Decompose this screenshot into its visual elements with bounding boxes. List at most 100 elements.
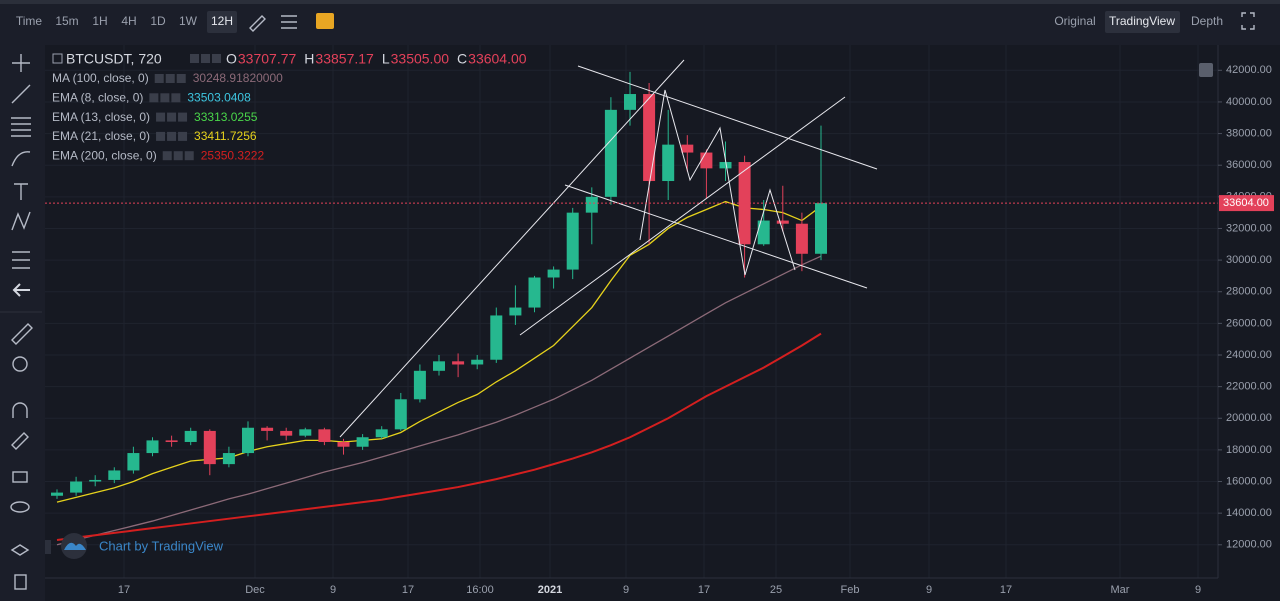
indicator-name: EMA (200, close, 0) — [52, 148, 157, 162]
candle-body — [127, 453, 140, 471]
indicator-name: EMA (13, close, 0) — [52, 110, 150, 124]
candle-body — [433, 361, 445, 371]
indicator-button[interactable] — [162, 151, 172, 161]
settings-icon[interactable] — [281, 15, 297, 29]
indicator-name: MA (100, close, 0) — [52, 71, 149, 85]
interval-button[interactable]: 1W — [179, 14, 198, 28]
magnet-tool[interactable] — [12, 402, 28, 418]
trend-line — [519, 96, 846, 336]
y-tick-label: 14000.00 — [1226, 507, 1272, 519]
candle-body — [70, 481, 83, 493]
layers-tool[interactable] — [10, 544, 30, 556]
view-button[interactable]: TradingView — [1109, 14, 1175, 28]
candle-body — [719, 162, 732, 169]
crosshair-tool[interactable] — [12, 54, 30, 72]
measure-tool[interactable] — [12, 251, 30, 269]
candle-body — [547, 269, 560, 278]
time-axis — [45, 578, 1218, 601]
candle-body — [242, 427, 254, 454]
indicator-button[interactable] — [160, 93, 170, 103]
y-tick-label: 22000.00 — [1226, 381, 1272, 393]
interval-button[interactable]: 1H — [92, 14, 107, 28]
candle-body — [490, 315, 503, 360]
interval-button[interactable]: 1D — [150, 14, 166, 28]
x-tick-label: 16:00 — [466, 584, 494, 596]
ohlc-key: H — [304, 51, 314, 67]
fib-tool[interactable] — [11, 117, 31, 137]
trend-line — [564, 184, 868, 289]
indicator-button[interactable] — [176, 74, 186, 83]
ruler-tool[interactable] — [11, 323, 33, 345]
indicator-icon[interactable] — [316, 13, 334, 29]
fullscreen-icon[interactable] — [1241, 12, 1255, 30]
indicator-button[interactable] — [178, 131, 188, 141]
interval-button[interactable]: 12H — [211, 14, 233, 28]
view-button[interactable]: Original — [1054, 14, 1095, 28]
indicator-button[interactable] — [178, 112, 188, 122]
indicator-name: EMA (8, close, 0) — [52, 90, 143, 104]
candle-body — [604, 109, 617, 197]
candle-body — [280, 430, 293, 436]
watermark[interactable]: Chart by TradingView — [99, 538, 224, 553]
legend-button[interactable] — [201, 54, 210, 63]
indicator-button[interactable] — [156, 112, 166, 122]
indicator-value: 30248.91820000 — [193, 71, 283, 85]
trend-line — [577, 65, 878, 170]
indicator-button[interactable] — [171, 93, 181, 103]
collapse-icon[interactable] — [52, 53, 63, 64]
draw-icon[interactable] — [249, 15, 266, 32]
trash-tool[interactable] — [14, 574, 27, 590]
indicator-button[interactable] — [167, 131, 177, 141]
view-button[interactable]: Depth — [1191, 14, 1223, 28]
candle-body — [337, 441, 350, 447]
y-tick-label: 28000.00 — [1226, 286, 1272, 298]
ohlc-value: 33707.77 — [238, 51, 297, 67]
candle-body — [299, 429, 312, 436]
indicator-line — [56, 200, 822, 503]
indicator-name: EMA (21, close, 0) — [52, 129, 150, 143]
scroll-handle[interactable] — [45, 540, 51, 554]
indicator-button[interactable] — [184, 151, 194, 161]
scale-settings[interactable] — [1199, 63, 1213, 77]
trendline-tool[interactable] — [11, 84, 31, 104]
lock-tool[interactable] — [12, 471, 28, 483]
brush-tool[interactable] — [11, 151, 31, 167]
candle-body — [738, 162, 751, 245]
candle-body — [681, 144, 694, 153]
pattern-line — [639, 89, 796, 276]
interval-button[interactable]: 15m — [55, 14, 78, 28]
zoom-tool[interactable] — [12, 356, 28, 372]
candle-body — [643, 94, 656, 182]
candle-body — [394, 399, 407, 430]
legend-button[interactable] — [212, 54, 221, 63]
pattern-tool[interactable] — [11, 211, 31, 231]
ohlc-value: 33604.00 — [468, 51, 527, 67]
indicator-button[interactable] — [156, 131, 166, 141]
left-toolbar — [0, 45, 42, 601]
legend-button[interactable] — [190, 54, 199, 63]
candle-body — [452, 361, 465, 365]
candle-body — [222, 453, 235, 465]
x-tick-label: 9 — [1195, 584, 1201, 596]
interval-button[interactable]: 4H — [121, 14, 136, 28]
lock-draw-tool[interactable] — [11, 432, 29, 450]
x-tick-label: Feb — [841, 584, 860, 596]
x-tick-label: 9 — [330, 584, 336, 596]
price-tag-label: 33604.00 — [1223, 197, 1269, 209]
candle-body — [375, 429, 388, 438]
price-axis-labels: 12000.00 14000.00 16000.00 18000.00 20000.00… — [1218, 64, 1272, 551]
active-view-bg — [1105, 11, 1180, 33]
text-tool[interactable] — [14, 183, 28, 200]
indicator-button[interactable] — [173, 151, 183, 161]
legend: BTCUSDT, 720 O 33707.77 H 33857.17 L 33505.00… — [52, 51, 527, 163]
y-tick-label: 16000.00 — [1226, 475, 1272, 487]
visibility-tool[interactable] — [10, 501, 30, 513]
indicator-value: 33313.0255 — [194, 110, 258, 124]
indicator-button[interactable] — [165, 74, 175, 83]
ohlc-key: O — [226, 51, 237, 67]
indicator-button[interactable] — [154, 74, 164, 83]
indicator-button[interactable] — [167, 112, 177, 122]
back-tool[interactable] — [12, 283, 30, 297]
candle-body — [795, 223, 808, 254]
indicator-button[interactable] — [149, 93, 159, 103]
